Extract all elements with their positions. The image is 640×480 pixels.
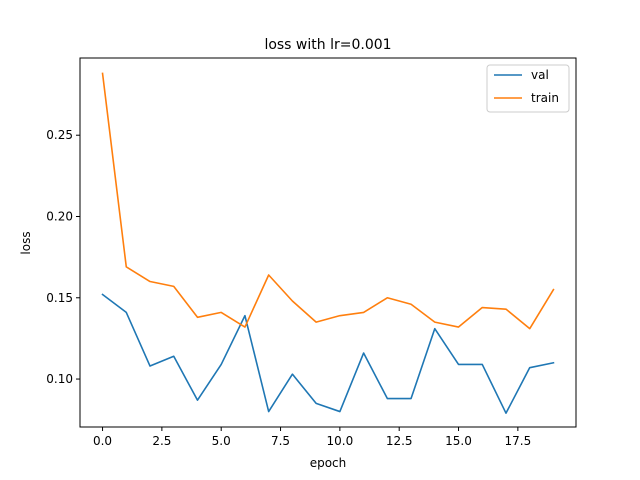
x-axis-ticks: 0.0 2.5 5.0 7.5 10.0 12.5 15.0 17.5 — [93, 427, 531, 448]
x-tick-label: 10.0 — [327, 434, 354, 448]
series-line-train — [101, 72, 555, 330]
series-layer — [101, 72, 555, 414]
y-axis-label: loss — [19, 231, 33, 254]
y-tick-label: 0.25 — [46, 128, 73, 142]
x-tick-label: 5.0 — [212, 434, 231, 448]
x-tick-label: 17.5 — [504, 434, 531, 448]
legend-label-train: train — [531, 91, 559, 105]
y-tick-label: 0.20 — [46, 209, 73, 223]
series-line-val — [101, 293, 555, 414]
y-tick-label: 0.15 — [46, 291, 73, 305]
plot-area — [79, 57, 577, 428]
legend-box — [486, 64, 570, 113]
x-tick-label: 7.5 — [271, 434, 290, 448]
x-tick-label: 2.5 — [152, 434, 171, 448]
axes-frame — [79, 57, 577, 428]
chart-title: loss with lr=0.001 — [264, 37, 391, 53]
y-tick-label: 0.10 — [46, 372, 73, 386]
legend-label-val: val — [531, 68, 549, 82]
y-axis-ticks: 0.10 0.15 0.20 0.25 — [46, 128, 80, 386]
x-tick-label: 0.0 — [93, 434, 112, 448]
x-tick-label: 15.0 — [445, 434, 472, 448]
x-tick-label: 12.5 — [386, 434, 413, 448]
legend: val train — [486, 64, 570, 113]
x-axis-label: epoch — [310, 456, 347, 470]
